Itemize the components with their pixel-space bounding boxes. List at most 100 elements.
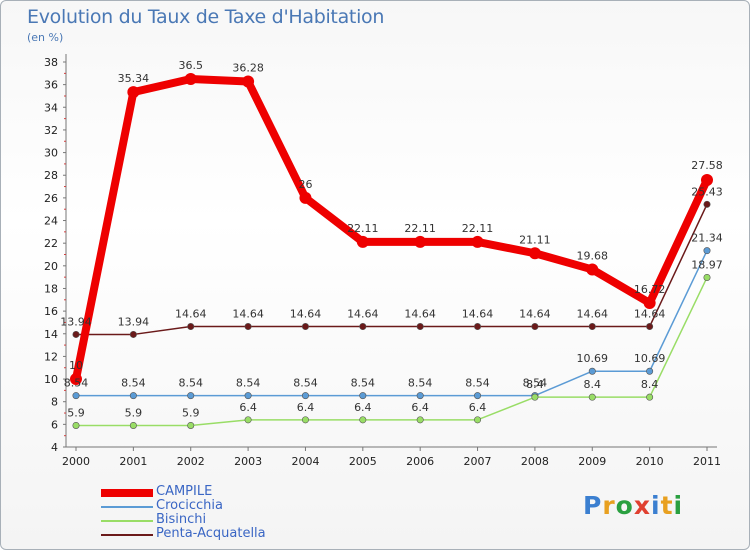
data-label: 5.9 (125, 406, 143, 419)
y-tick-label: 32 (44, 124, 58, 137)
data-label: 6.4 (354, 401, 372, 414)
y-tick-label: 22 (44, 237, 58, 250)
data-point (301, 416, 309, 424)
data-point (187, 323, 195, 331)
y-tick-label: 28 (44, 169, 58, 182)
data-label: 22.11 (462, 222, 494, 235)
legend-label: Crocicchia (156, 498, 223, 513)
y-tick-label: 6 (51, 418, 58, 431)
data-label: 19.68 (577, 249, 609, 262)
data-point (703, 200, 711, 208)
data-point (299, 191, 312, 204)
data-point (646, 393, 654, 401)
data-point (471, 235, 484, 248)
data-label: 25.43 (691, 185, 723, 198)
y-tick-label: 14 (44, 328, 58, 341)
y-tick-label: 16 (44, 305, 58, 318)
data-point (187, 392, 195, 400)
data-label: 8.54 (523, 377, 548, 390)
y-tick-label: 12 (44, 350, 58, 363)
data-label: 13.94 (118, 315, 150, 328)
data-point (70, 373, 82, 386)
data-label: 8.4 (584, 378, 602, 391)
data-label: 26 (298, 178, 312, 191)
data-label: 6.4 (411, 401, 429, 414)
data-label: 14.64 (634, 308, 666, 321)
data-point (643, 296, 656, 309)
data-label: 10.69 (634, 352, 666, 365)
data-label: 27.58 (691, 159, 723, 172)
x-tick-label: 2011 (693, 455, 721, 468)
series-line-crocicchia (75, 249, 708, 397)
data-label: 8.54 (465, 377, 490, 390)
data-label: 5.9 (182, 406, 200, 419)
y-tick-label: 18 (44, 282, 58, 295)
data-label: 8.54 (178, 377, 203, 390)
data-label: 14.64 (404, 308, 436, 321)
data-label: 22.11 (347, 222, 379, 235)
x-tick-label: 2006 (406, 455, 434, 468)
data-point (414, 235, 427, 248)
data-label: 5.9 (67, 406, 85, 419)
data-label: 6.4 (297, 401, 315, 414)
data-label: 10 (69, 359, 83, 372)
data-point (301, 392, 309, 400)
data-point (301, 323, 309, 331)
logo-letter: P (583, 491, 603, 520)
legend-swatch (101, 506, 153, 508)
data-point (72, 330, 80, 338)
data-point (129, 330, 137, 338)
data-label: 6.4 (239, 401, 257, 414)
data-point (72, 421, 80, 429)
data-label: 14.64 (232, 308, 264, 321)
data-point (474, 323, 482, 331)
legend-swatch (101, 489, 153, 497)
data-label: 21.34 (691, 232, 723, 245)
data-point (474, 392, 482, 400)
legend-label: Penta-Acquatella (156, 526, 266, 541)
data-point (129, 392, 137, 400)
y-tick-label: 26 (44, 192, 58, 205)
data-label: 13.94 (60, 315, 92, 328)
data-label: 8.54 (121, 377, 146, 390)
logo-letter: t (660, 491, 674, 520)
legend-label: CAMPILE (156, 484, 213, 499)
data-point (244, 323, 252, 331)
data-label: 14.64 (577, 308, 609, 321)
data-point (531, 323, 539, 331)
data-point (244, 416, 252, 424)
logo-letter: o (615, 491, 634, 520)
y-tick-label: 36 (44, 79, 58, 92)
x-tick-label: 2002 (177, 455, 205, 468)
legend-swatch (101, 520, 153, 522)
data-label: 8.54 (351, 377, 376, 390)
x-tick-label: 2009 (578, 455, 606, 468)
data-label: 14.64 (519, 308, 551, 321)
data-point (588, 367, 596, 375)
data-point (416, 392, 424, 400)
data-point (646, 367, 654, 375)
data-label: 16.72 (634, 283, 666, 296)
x-tick-label: 2003 (234, 455, 262, 468)
y-tick-label: 38 (44, 56, 58, 69)
data-label: 10.69 (577, 352, 609, 365)
data-label: 22.11 (404, 222, 436, 235)
data-label: 35.34 (118, 72, 150, 85)
data-point (359, 392, 367, 400)
series-line-bisinchi (75, 276, 708, 427)
data-label: 14.64 (462, 308, 494, 321)
x-tick-label: 2008 (521, 455, 549, 468)
y-tick-label: 30 (44, 147, 58, 160)
data-point (588, 393, 596, 401)
x-tick-label: 2000 (62, 455, 90, 468)
x-tick-label: 2010 (636, 455, 664, 468)
proxiti-logo: Proxiti (583, 491, 683, 520)
data-point (586, 263, 599, 276)
y-tick-label: 10 (44, 373, 58, 386)
data-label: 18.97 (691, 258, 723, 271)
data-label: 8.54 (408, 377, 433, 390)
data-point (242, 75, 255, 88)
data-point (703, 247, 711, 255)
